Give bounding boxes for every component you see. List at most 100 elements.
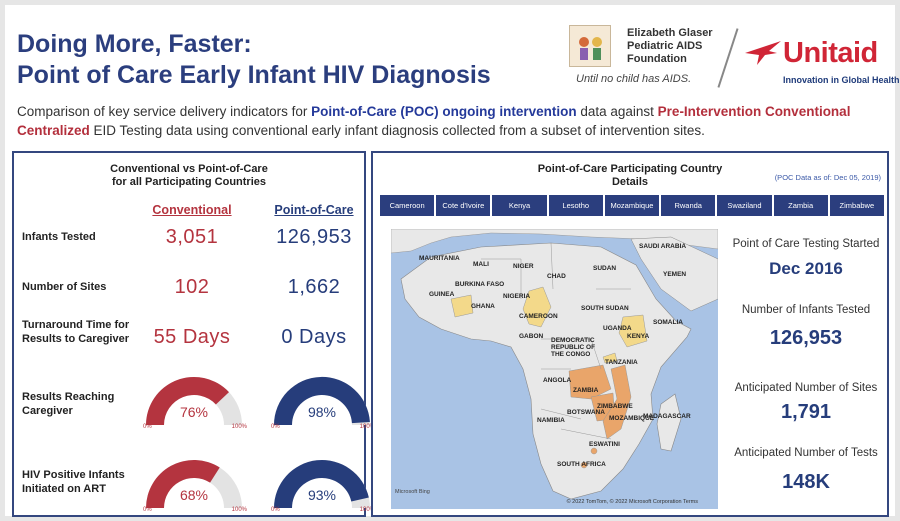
gauge-svg [146, 376, 242, 425]
gauge-max-label: 100% [231, 507, 247, 513]
description-highlight-conventional: Pre-Intervention Conventional Centralize… [17, 104, 851, 138]
map-brand: Microsoft Bing [395, 489, 430, 495]
map-label-ghana: GHANA [471, 303, 495, 310]
map-label-kenya: KENYA [627, 333, 650, 340]
country-details-title: Point-of-Care Participating Country Deta… [537, 163, 723, 188]
gauge-max-label: 100% [231, 424, 247, 430]
kpi-value-infants-tested: 126,953 [769, 327, 843, 349]
gauge-conventional-results: 76% 0% 100% [139, 373, 249, 431]
gauge-conventional-art: 68% 0% 100% [139, 456, 249, 514]
unitaid-name: Unitaid [783, 37, 878, 69]
map-label-mali: MALI [473, 261, 489, 268]
map-canvas [391, 229, 718, 500]
kpi-label-infants-tested: Number of Infants Tested [741, 304, 871, 316]
map-label-south-sudan: SOUTH SUDAN [581, 305, 629, 312]
description-highlight-poc: Point-of-Care (POC) ongoing intervention [311, 104, 577, 119]
poc-number-of-sites: 1,662 [287, 276, 341, 298]
page-title-line1: Doing More, Faster: [17, 30, 252, 58]
map-label-somalia: SOMALIA [653, 319, 683, 326]
gauge-fill [146, 376, 229, 425]
row-label-infants-tested: Infants Tested [22, 231, 96, 243]
map-label-zambia: ZAMBIA [573, 387, 599, 394]
gauge-max-label: 100% [359, 424, 375, 430]
africa-map[interactable]: MAURITANIA MALI NIGER SUDAN SAUDI ARABIA YEME… [391, 229, 718, 509]
gauge-min-label: 0% [271, 424, 280, 430]
gauge-poc-art: 93% 0% 100% [267, 456, 377, 514]
poc-infants-tested: 126,953 [276, 226, 352, 248]
map-label-niger: NIGER [513, 263, 534, 270]
description-text-2: data against [576, 104, 658, 119]
unitaid-bird-icon [745, 41, 781, 65]
gauge-svg [273, 376, 370, 425]
conventional-infants-tested: 3,051 [165, 226, 219, 248]
gauge-min-label: 0% [143, 424, 152, 430]
gauge-min-label: 0% [143, 507, 152, 513]
gauge-percent: 93% [307, 487, 337, 503]
gauge-svg [146, 459, 242, 508]
egpaf-logo-block: Elizabeth Glaser Pediatric AIDS Foundati… [569, 25, 719, 91]
kpi-label-anticipated-sites: Anticipated Number of Sites [734, 382, 878, 394]
gauge-percent: 98% [307, 404, 337, 420]
poc-data-date-note: (POC Data as of: Dec 05, 2019) [774, 173, 881, 182]
kpi-label-anticipated-tests: Anticipated Number of Tests [734, 447, 878, 459]
map-label-sudan: SUDAN [593, 265, 617, 272]
conventional-number-of-sites: 102 [174, 276, 210, 298]
gauge-min-label: 0% [271, 507, 280, 513]
map-label-madagascar: MADAGASCAR [643, 413, 691, 420]
row-label-number-of-sites: Number of Sites [22, 281, 107, 293]
map-label-chad: CHAD [547, 273, 566, 280]
dashboard-frame: Doing More, Faster: Point of Care Early … [5, 5, 900, 517]
gauge-percent: 68% [179, 487, 209, 503]
map-label-angola: ANGOLA [543, 377, 572, 384]
unitaid-tagline: Innovation in Global Health [783, 75, 900, 85]
row-label-turnaround-time: Turnaround Time for Results to Caregiver [22, 319, 130, 345]
map-label-cameroon: CAMEROON [519, 313, 558, 320]
map-label-saudi-arabia: SAUDI ARABIA [639, 243, 687, 250]
gauge-fill [146, 459, 220, 508]
map-copyright: © 2022 TomTom, © 2022 Microsoft Corporat… [566, 499, 698, 505]
map-label-zimbabwe: ZIMBABWE [597, 403, 633, 410]
kpi-value-anticipated-tests: 148K [782, 471, 830, 493]
tab-country-cameroon[interactable]: Cameroon [380, 195, 435, 216]
tab-country-cote-d-ivoire[interactable]: Cote d'Ivoire [436, 195, 491, 216]
tab-country-rwanda[interactable]: Rwanda [661, 195, 716, 216]
description-text-3: EID Testing data using conventional earl… [89, 123, 705, 138]
gauge-percent: 76% [179, 404, 209, 420]
comparison-panel: Conventional vs Point-of-Care for all Pa… [12, 151, 375, 517]
gauge-max-label: 100% [359, 507, 375, 513]
gauge-fill [274, 460, 369, 508]
row-label-art-initiation: HIV Positive Infants Initiated on ART [22, 469, 125, 495]
tab-country-kenya[interactable]: Kenya [492, 195, 547, 216]
kpi-value-testing-started: Dec 2016 [769, 259, 843, 278]
map-label-namibia: NAMIBIA [537, 417, 565, 424]
gauge-fill [273, 376, 370, 425]
col-poc-header: Point-of-Care [274, 203, 354, 217]
map-label-gabon: GABON [519, 333, 544, 340]
comparison-title: Conventional vs Point-of-Care for all Pa… [110, 163, 268, 188]
egpaf-tagline: Until no child has AIDS. [576, 73, 692, 85]
map-label-eswatini: ESWATINI [589, 441, 620, 448]
tab-country-swaziland[interactable]: Swaziland [717, 195, 772, 216]
map-label-nigeria: NIGERIA [503, 293, 531, 300]
map-label-botswana: BOTSWANA [567, 409, 605, 416]
tab-country-mozambique[interactable]: Mozambique [604, 195, 660, 216]
tab-country-zimbabwe[interactable]: Zimbabwe [829, 195, 884, 216]
map-label-uganda: UGANDA [603, 325, 632, 332]
map-label-tanzania: TANZANIA [605, 359, 638, 366]
kpi-value-anticipated-sites: 1,791 [780, 401, 832, 423]
map-label-guinea: GUINEA [429, 291, 455, 298]
kpi-label-testing-started: Point of Care Testing Started [732, 238, 880, 250]
unitaid-logo-block: Unitaid Innovation in Global Health [743, 33, 900, 89]
map-label-burkina-faso: BURKINA FASO [455, 281, 505, 288]
row-label-results-reaching-caregiver: Results Reaching Caregiver [22, 391, 115, 417]
country-details-panel: Point-of-Care Participating Country Deta… [371, 151, 889, 517]
map-label-south-africa: SOUTH AFRICA [557, 461, 606, 468]
col-conventional-header: Conventional [152, 203, 232, 217]
tab-country-lesotho[interactable]: Lesotho [548, 195, 603, 216]
map-label-democratic-republic-of-the-congo: DEMOCRATIC REPUBLIC OF THE CONGO [551, 337, 596, 358]
map-label-mozambique: MOZAMBIQUE [609, 415, 655, 422]
country-tabs: Cameroon Cote d'Ivoire Kenya Lesotho Mozambi… [380, 195, 884, 216]
tab-country-zambia[interactable]: Zambia [773, 195, 828, 216]
description: Comparison of key service delivery indic… [17, 102, 889, 140]
description-text-1: Comparison of key service delivery indic… [17, 104, 312, 119]
